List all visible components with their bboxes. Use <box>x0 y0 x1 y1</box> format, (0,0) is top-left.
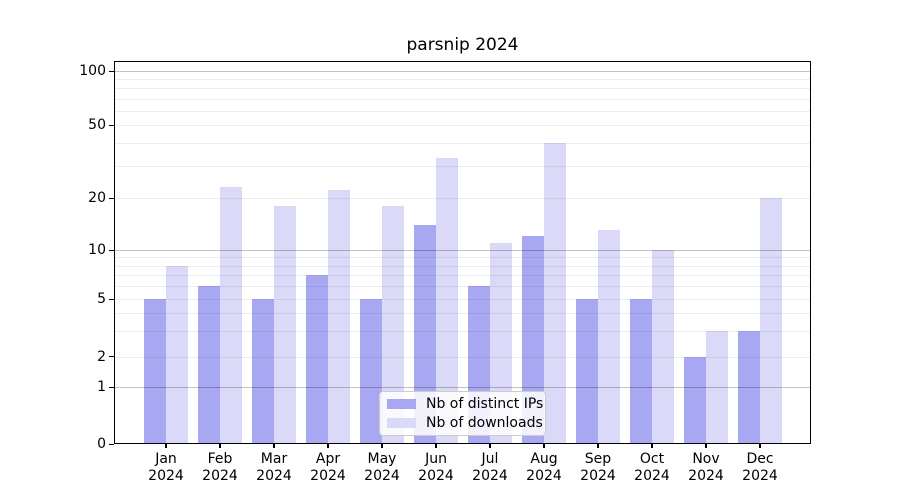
x-tick-mark-mar <box>273 444 275 448</box>
x-tick-mark-jun <box>435 444 437 448</box>
y-gridline-minor-40 <box>114 143 811 144</box>
legend-swatch-downloads <box>387 418 416 428</box>
x-tick-label-jan: Jan 2024 <box>148 451 184 484</box>
bar-downloads-nov <box>706 331 729 444</box>
x-tick-label-dec: Dec 2024 <box>742 451 778 484</box>
x-tick-mark-may <box>381 444 383 448</box>
bar-distinct-ips-dec <box>737 331 760 444</box>
x-tick-label-feb: Feb 2024 <box>202 451 238 484</box>
bar-distinct-ips-sep <box>575 299 598 444</box>
x-tick-label-sep: Sep 2024 <box>580 451 616 484</box>
bar-downloads-apr <box>328 190 351 444</box>
y-tick-mark-50 <box>109 124 114 127</box>
legend: Nb of distinct IPs Nb of downloads <box>379 391 546 436</box>
x-tick-label-jun: Jun 2024 <box>418 451 454 484</box>
bar-downloads-feb <box>220 186 243 444</box>
x-tick-label-apr: Apr 2024 <box>310 451 346 484</box>
bar-distinct-ips-nov <box>683 356 706 444</box>
legend-swatch-distinct-ips <box>387 399 416 409</box>
y-gridline-minor-90 <box>114 79 811 81</box>
y-tick-mark-100 <box>109 70 114 72</box>
y-tick-mark-0 <box>109 443 114 445</box>
bar-downloads-jan <box>166 265 189 444</box>
x-tick-label-aug: Aug 2024 <box>526 451 562 484</box>
y-tick-label-50: 50 <box>88 117 106 134</box>
y-gridline-minor-20 <box>114 198 811 199</box>
y-tick-mark-10 <box>109 249 114 251</box>
y-tick-label-2: 2 <box>97 348 106 365</box>
x-tick-mark-nov <box>705 444 707 448</box>
legend-label-downloads: Nb of downloads <box>426 415 543 431</box>
y-gridline-minor-4 <box>114 313 811 314</box>
y-gridline-minor-3 <box>114 331 811 333</box>
y-gridline-minor-2 <box>114 356 811 358</box>
x-tick-mark-feb <box>219 444 221 448</box>
y-gridline-minor-7 <box>114 275 811 277</box>
bar-distinct-ips-feb <box>197 286 220 444</box>
y-gridline-minor-60 <box>114 111 811 113</box>
y-tick-mark-20 <box>109 197 114 199</box>
bar-downloads-aug <box>544 143 567 444</box>
y-tick-mark-1 <box>109 386 114 388</box>
bar-distinct-ips-jan <box>143 299 166 444</box>
y-gridline-minor-6 <box>114 286 811 288</box>
bar-distinct-ips-mar <box>251 299 274 444</box>
bar-downloads-may <box>382 205 405 444</box>
x-tick-mark-dec <box>759 444 761 448</box>
x-tick-mark-aug <box>543 444 545 448</box>
bar-downloads-mar <box>274 205 297 444</box>
bar-distinct-ips-jun <box>413 224 436 444</box>
y-tick-label-1: 1 <box>97 379 106 395</box>
x-tick-mark-jan <box>165 444 167 448</box>
plot-area <box>114 61 811 444</box>
y-tick-label-0: 0 <box>97 436 106 452</box>
legend-label-distinct-ips: Nb of distinct IPs <box>426 396 544 412</box>
y-tick-mark-2 <box>109 356 114 358</box>
y-gridline-minor-30 <box>114 165 811 167</box>
x-tick-label-may: May 2024 <box>364 451 400 484</box>
y-gridline-minor-80 <box>114 88 811 90</box>
bar-downloads-sep <box>598 230 621 444</box>
y-tick-label-20: 20 <box>88 190 106 206</box>
y-tick-label-100: 100 <box>79 63 106 79</box>
x-tick-mark-jul <box>489 444 491 448</box>
x-tick-label-jul: Jul 2024 <box>472 451 508 484</box>
y-gridline-minor-5 <box>114 299 811 300</box>
x-tick-label-mar: Mar 2024 <box>256 451 292 484</box>
y-gridline-minor-8 <box>114 265 811 267</box>
bar-downloads-dec <box>760 198 783 444</box>
y-gridline-major-1 <box>114 387 811 388</box>
x-tick-mark-apr <box>327 444 329 448</box>
bar-distinct-ips-may <box>359 299 382 444</box>
y-gridline-minor-70 <box>114 98 811 100</box>
y-tick-mark-5 <box>109 298 114 300</box>
legend-item-distinct-ips: Nb of distinct IPs <box>380 395 545 414</box>
bar-downloads-oct <box>652 250 675 444</box>
x-tick-label-oct: Oct 2024 <box>634 451 670 484</box>
x-tick-mark-oct <box>651 444 653 448</box>
chart-title: parsnip 2024 <box>406 35 519 55</box>
y-gridline-minor-50 <box>114 125 811 127</box>
y-gridline-major-10 <box>114 250 811 251</box>
bar-downloads-jun <box>436 158 459 444</box>
x-tick-label-nov: Nov 2024 <box>688 451 724 484</box>
legend-item-downloads: Nb of downloads <box>380 414 545 433</box>
y-tick-label-5: 5 <box>97 291 106 307</box>
y-gridline-major-100 <box>114 71 811 72</box>
y-gridline-minor-9 <box>114 257 811 259</box>
bar-distinct-ips-apr <box>305 275 328 444</box>
x-tick-mark-sep <box>597 444 599 448</box>
bar-distinct-ips-oct <box>629 299 652 444</box>
y-tick-label-10: 10 <box>88 242 106 258</box>
